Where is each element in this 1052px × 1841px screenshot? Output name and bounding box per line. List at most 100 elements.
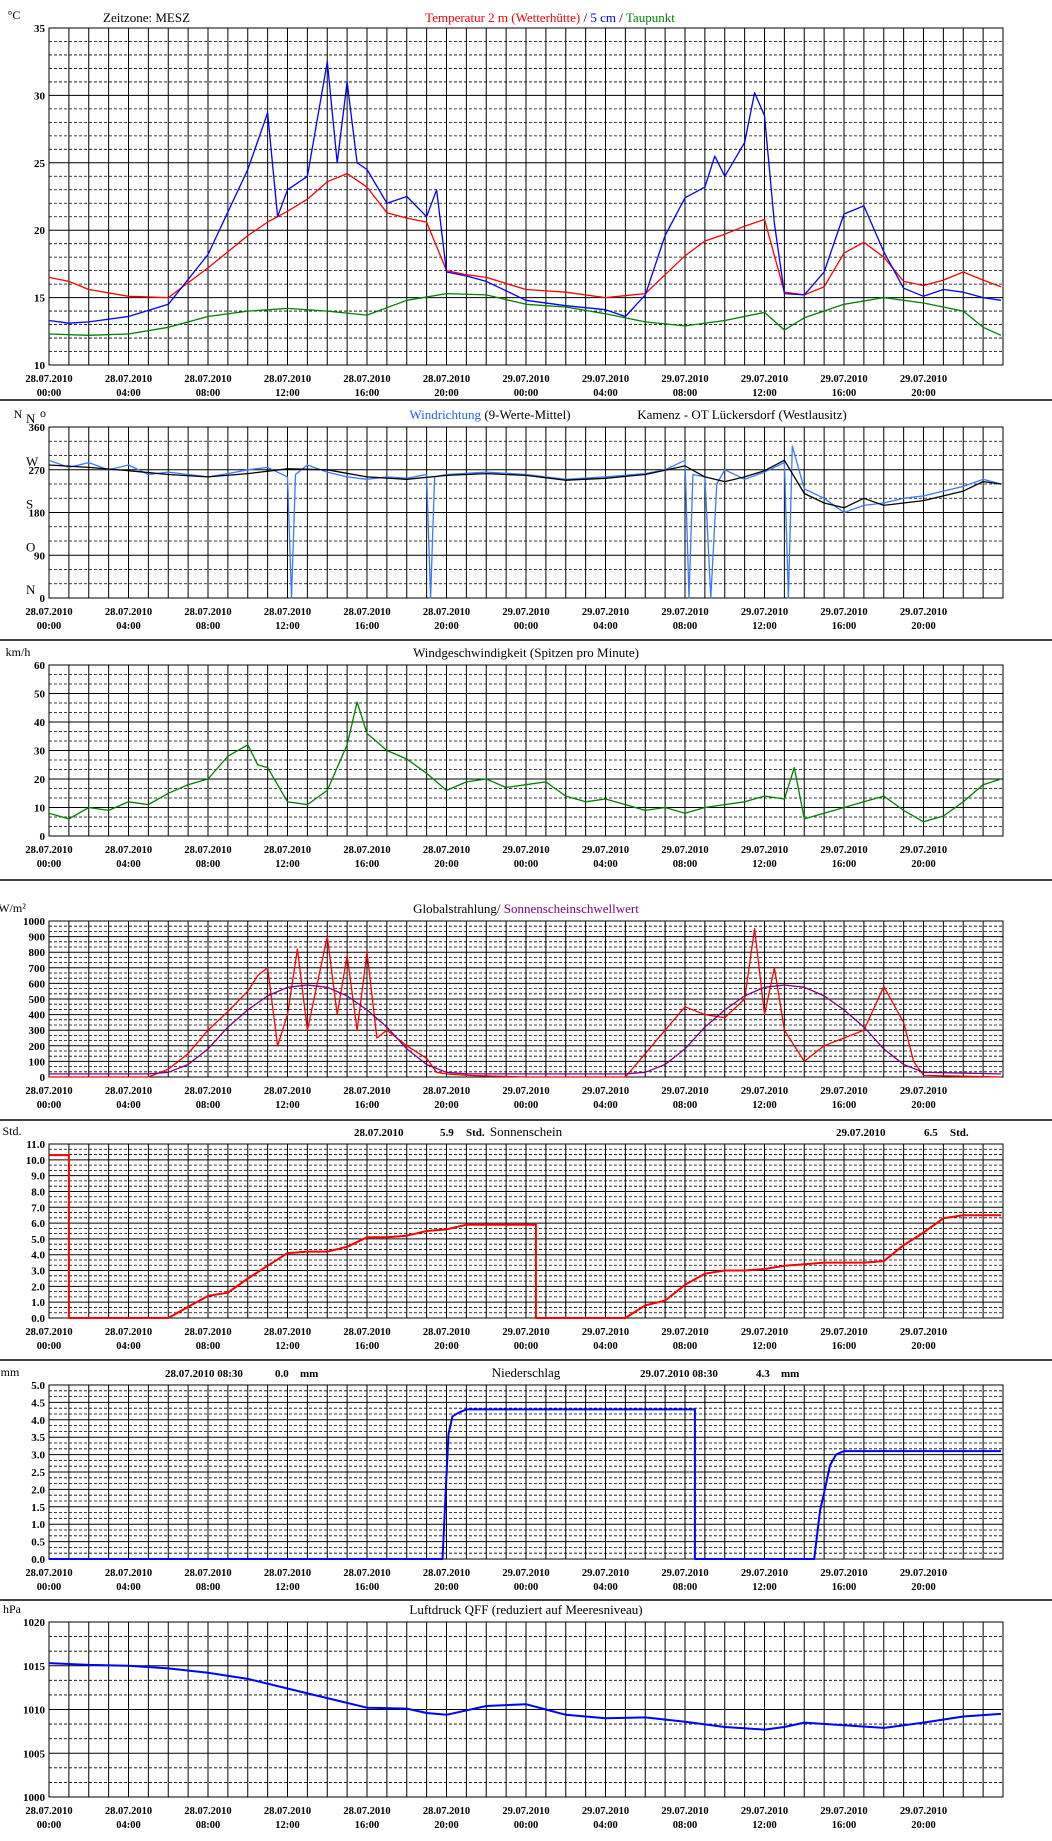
- x-tick-date: 28.07.2010: [25, 1327, 72, 1338]
- plot-frame: [48, 1143, 1004, 1319]
- x-tick-date: 29.07.2010: [820, 374, 867, 385]
- y-unit-label: N: [14, 407, 23, 421]
- x-tick-time: 00:00: [37, 1341, 62, 1352]
- x-tick-time: 12:00: [752, 621, 777, 632]
- y-tick-label: 100: [29, 1056, 46, 1068]
- y-tick-label: 0: [40, 1072, 46, 1084]
- x-tick-date: 29.07.2010: [741, 607, 788, 618]
- x-tick-date: 29.07.2010: [661, 1086, 708, 1097]
- x-tick-date: 28.07.2010: [343, 607, 390, 618]
- x-tick-date: 28.07.2010: [343, 1086, 390, 1097]
- y-tick-label: 200: [29, 1041, 46, 1053]
- x-tick-time: 08:00: [196, 388, 221, 399]
- y-unit-label: W/m²: [0, 901, 26, 915]
- x-tick-date: 29.07.2010: [502, 1806, 549, 1817]
- y-unit-sub: o: [40, 406, 46, 420]
- x-tick-time: 04:00: [116, 1820, 141, 1831]
- compass-letter: S: [26, 497, 33, 512]
- x-tick-time: 00:00: [514, 388, 539, 399]
- x-tick-time: 16:00: [355, 859, 380, 870]
- x-tick-time: 00:00: [514, 1341, 539, 1352]
- chart-title: Temperatur 2 m (Wetterhütte) / 5 cm / Ta…: [425, 10, 675, 25]
- x-tick-time: 08:00: [673, 1582, 698, 1593]
- x-tick-date: 28.07.2010: [25, 1806, 72, 1817]
- y-tick-label: 25: [34, 158, 46, 170]
- series-line-0: [49, 1154, 1001, 1319]
- x-tick-time: 08:00: [673, 1820, 698, 1831]
- plot-frame: [48, 1384, 1004, 1560]
- y-tick-label: 1.0: [31, 1297, 45, 1309]
- x-tick-date: 29.07.2010: [582, 1086, 629, 1097]
- x-tick-time: 08:00: [196, 1341, 221, 1352]
- x-tick-date: 29.07.2010: [900, 1327, 947, 1338]
- y-tick-label: 4.0: [31, 1415, 45, 1427]
- y-tick-label: 400: [29, 1010, 46, 1022]
- x-tick-date: 29.07.2010: [820, 607, 867, 618]
- compass-letter: O: [26, 539, 35, 554]
- x-tick-date: 28.07.2010: [423, 607, 470, 618]
- x-tick-time: 00:00: [37, 859, 62, 870]
- chart-title: Globalstrahlung/ Sonnenscheinschwellwert: [413, 901, 639, 916]
- x-tick-date: 28.07.2010: [264, 1568, 311, 1579]
- y-tick-label: 1000: [23, 916, 46, 928]
- x-tick-time: 12:00: [752, 1100, 777, 1111]
- daily-unit: mm: [781, 1368, 799, 1380]
- y-tick-label: 0.5: [31, 1537, 45, 1549]
- daily-value: 4.3: [756, 1368, 770, 1380]
- x-tick-time: 04:00: [116, 621, 141, 632]
- x-tick-time: 04:00: [593, 859, 618, 870]
- x-tick-date: 28.07.2010: [423, 1086, 470, 1097]
- x-tick-time: 16:00: [832, 1100, 857, 1111]
- x-tick-time: 16:00: [832, 1341, 857, 1352]
- y-tick-label: 8.0: [31, 1186, 45, 1198]
- x-tick-date: 29.07.2010: [502, 1086, 549, 1097]
- title-part: (9-Werte-Mittel): [481, 407, 571, 422]
- plot-frame: [48, 664, 1004, 837]
- x-tick-time: 20:00: [434, 1341, 459, 1352]
- y-tick-label: 3.5: [31, 1432, 45, 1444]
- y-tick-label: 0.0: [31, 1313, 45, 1325]
- x-tick-date: 29.07.2010: [741, 1086, 788, 1097]
- x-tick-time: 00:00: [37, 621, 62, 632]
- x-tick-date: 28.07.2010: [423, 374, 470, 385]
- x-tick-date: 28.07.2010: [184, 607, 231, 618]
- x-tick-date: 29.07.2010: [661, 1327, 708, 1338]
- title-part: Globalstrahlung: [413, 901, 497, 916]
- y-tick-label: 270: [29, 465, 46, 477]
- x-tick-time: 16:00: [832, 388, 857, 399]
- y-unit-label: mm: [1, 1365, 20, 1379]
- x-tick-date: 29.07.2010: [582, 1327, 629, 1338]
- chart-title: Niederschlag: [492, 1365, 561, 1380]
- x-tick-time: 04:00: [593, 1341, 618, 1352]
- x-tick-date: 29.07.2010: [661, 607, 708, 618]
- x-tick-date: 28.07.2010: [343, 1806, 390, 1817]
- series-line-1: [48, 61, 1002, 324]
- series-line-0: [49, 1408, 1001, 1560]
- y-tick-label: 500: [29, 994, 46, 1006]
- title-part: /: [580, 10, 590, 25]
- x-tick-time: 16:00: [355, 1100, 380, 1111]
- title-part: 5 cm: [590, 10, 616, 25]
- x-tick-date: 28.07.2010: [423, 1568, 470, 1579]
- y-tick-label: 40: [34, 717, 46, 729]
- y-unit-label: Std.: [2, 1124, 21, 1138]
- x-tick-time: 08:00: [196, 859, 221, 870]
- y-unit-label: °C: [8, 8, 21, 22]
- y-tick-label: 30: [34, 90, 46, 102]
- y-tick-label: 11.0: [26, 1139, 45, 1151]
- x-tick-date: 29.07.2010: [741, 1806, 788, 1817]
- x-tick-time: 16:00: [355, 621, 380, 632]
- x-tick-date: 28.07.2010: [25, 607, 72, 618]
- y-unit-label: km/h: [6, 645, 31, 659]
- panel-0: 10 15 20 25 30 35 °C 28.07.2010 00:00 28.07.2010 0…: [0, 8, 1052, 401]
- y-tick-label: 50: [34, 689, 46, 701]
- x-tick-time: 00:00: [37, 1820, 62, 1831]
- y-tick-label: 20: [34, 774, 46, 786]
- x-tick-date: 28.07.2010: [264, 374, 311, 385]
- y-tick-label: 1010: [23, 1705, 46, 1717]
- x-tick-date: 29.07.2010: [820, 1568, 867, 1579]
- x-tick-date: 29.07.2010: [502, 374, 549, 385]
- x-tick-date: 28.07.2010: [105, 1568, 152, 1579]
- x-tick-date: 29.07.2010: [502, 607, 549, 618]
- series-line-0: [48, 172, 1002, 299]
